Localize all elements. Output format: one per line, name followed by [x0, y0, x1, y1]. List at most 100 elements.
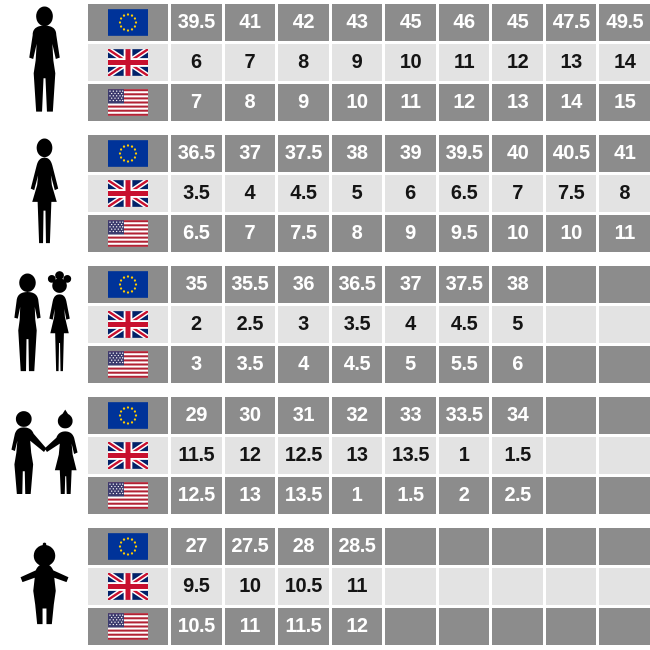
size-cell: 31	[278, 397, 329, 434]
size-cell: 39.5	[438, 135, 490, 172]
size-group-toddlers: 29 30 31 32 33 33.5 34 11.5 12 12.5 13 13.5 1 1.5 12…	[0, 397, 650, 514]
size-cell: 12.5	[171, 477, 222, 514]
kids-figure	[0, 266, 88, 383]
us-flag-icon	[88, 215, 168, 252]
size-cell: 6	[492, 346, 543, 383]
size-cell: 41	[224, 4, 276, 41]
size-cell: 10	[331, 84, 383, 121]
empty-size-cell	[545, 266, 597, 303]
empty-size-cell	[438, 568, 490, 605]
size-cell: 5.5	[438, 346, 490, 383]
size-cell: 3.5	[331, 306, 383, 343]
women-figure	[0, 135, 88, 252]
size-cell: 37	[385, 266, 436, 303]
size-row-eu: 29 30 31 32 33 33.5 34	[88, 397, 650, 434]
size-cell: 8	[224, 84, 276, 121]
size-row-eu: 39.5 41 42 43 45 46 45 47.5 49.5	[88, 4, 650, 41]
size-cell: 12	[492, 44, 543, 81]
size-cell: 36	[278, 266, 329, 303]
size-cell: 9	[385, 215, 436, 252]
size-cell: 1.5	[385, 477, 436, 514]
size-cell: 14	[545, 84, 597, 121]
size-cell: 33	[385, 397, 436, 434]
man-silhouette-icon	[28, 6, 60, 112]
size-cell: 27.5	[224, 528, 276, 565]
size-cell: 1	[331, 477, 383, 514]
size-cell: 35	[171, 266, 222, 303]
size-cell: 11	[224, 608, 276, 645]
size-cell: 8	[331, 215, 383, 252]
size-row-us: 3 3.5 4 4.5 5 5.5 6	[88, 346, 650, 383]
uk-flag-icon	[88, 437, 168, 474]
size-cell: 4	[278, 346, 329, 383]
men-size-rows: 39.5 41 42 43 45 46 45 47.5 49.5 6 7 8 9 10 11 12 13 14 …	[88, 4, 650, 121]
empty-size-cell	[545, 306, 597, 343]
size-cell: 4	[224, 175, 276, 212]
size-cell: 10	[385, 44, 436, 81]
empty-size-cell	[545, 397, 597, 434]
size-cell: 13	[331, 437, 383, 474]
kids-silhouette-icon	[14, 271, 72, 372]
empty-size-cell	[599, 346, 650, 383]
empty-size-cell	[438, 528, 490, 565]
size-cell: 10	[224, 568, 276, 605]
empty-size-cell	[545, 346, 597, 383]
eu-flag-icon	[88, 528, 168, 565]
size-cell: 9	[331, 44, 383, 81]
size-cell: 11.5	[278, 608, 329, 645]
size-cell: 5	[492, 306, 543, 343]
size-cell: 32	[331, 397, 383, 434]
size-cell: 13	[545, 44, 597, 81]
size-cell: 10	[492, 215, 543, 252]
size-group-men: 39.5 41 42 43 45 46 45 47.5 49.5 6 7 8 9 10 11 12 13 14 …	[0, 4, 650, 121]
size-group-women: 36.5 37 37.5 38 39 39.5 40 40.5 41 3.5 4 4.5 5 6 6.5 7…	[0, 135, 650, 252]
size-cell: 37.5	[438, 266, 490, 303]
size-cell: 40.5	[545, 135, 597, 172]
size-cell: 4.5	[331, 346, 383, 383]
size-cell: 8	[599, 175, 650, 212]
size-cell: 13.5	[278, 477, 329, 514]
empty-size-cell	[599, 397, 650, 434]
size-row-uk: 2 2.5 3 3.5 4 4.5 5	[88, 306, 650, 343]
size-cell: 2.5	[224, 306, 276, 343]
size-cell: 12	[224, 437, 276, 474]
size-cell: 11.5	[171, 437, 222, 474]
size-cell: 30	[224, 397, 276, 434]
empty-size-cell	[599, 306, 650, 343]
size-cell: 5	[385, 346, 436, 383]
size-cell: 45	[385, 4, 436, 41]
eu-flag-icon	[88, 135, 168, 172]
women-size-rows: 36.5 37 37.5 38 39 39.5 40 40.5 41 3.5 4 4.5 5 6 6.5 7…	[88, 135, 650, 252]
size-row-uk: 9.5 10 10.5 11	[88, 568, 650, 605]
size-cell: 10.5	[171, 608, 222, 645]
size-cell: 7	[224, 215, 276, 252]
size-row-us: 6.5 7 7.5 8 9 9.5 10 10 11	[88, 215, 650, 252]
kids-size-rows: 35 35.5 36 36.5 37 37.5 38 2 2.5 3 3.5 4 4.5 5 3 3.5 4…	[88, 266, 650, 383]
empty-size-cell	[599, 608, 650, 645]
size-cell: 11	[385, 84, 436, 121]
size-cell: 4.5	[278, 175, 329, 212]
size-cell: 38	[492, 266, 543, 303]
size-cell: 13.5	[385, 437, 436, 474]
size-cell: 12	[438, 84, 490, 121]
uk-flag-icon	[88, 175, 168, 212]
size-cell: 39.5	[171, 4, 222, 41]
size-group-kids: 35 35.5 36 36.5 37 37.5 38 2 2.5 3 3.5 4 4.5 5 3 3.5 4…	[0, 266, 650, 383]
size-cell: 14	[599, 44, 650, 81]
empty-size-cell	[599, 528, 650, 565]
size-cell: 4	[385, 306, 436, 343]
empty-size-cell	[492, 608, 543, 645]
size-group-baby: 27 27.5 28 28.5 9.5 10 10.5 11 10.5 11 11.5 12	[0, 528, 650, 645]
size-cell: 35.5	[224, 266, 276, 303]
size-cell: 28.5	[331, 528, 383, 565]
size-cell: 1	[438, 437, 490, 474]
size-cell: 28	[278, 528, 329, 565]
size-cell: 7.5	[278, 215, 329, 252]
size-cell: 45	[492, 4, 543, 41]
size-cell: 9.5	[171, 568, 222, 605]
size-cell: 2	[171, 306, 222, 343]
size-cell: 27	[171, 528, 222, 565]
size-row-eu: 35 35.5 36 36.5 37 37.5 38	[88, 266, 650, 303]
size-row-eu: 36.5 37 37.5 38 39 39.5 40 40.5 41	[88, 135, 650, 172]
